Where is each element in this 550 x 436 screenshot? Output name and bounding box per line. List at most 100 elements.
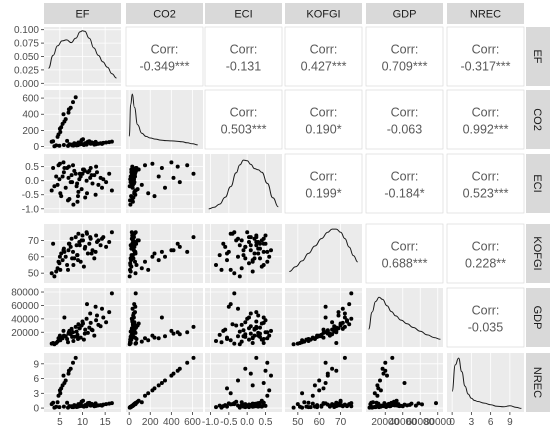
scatter-point (396, 402, 401, 407)
column-label-co2: CO2 (153, 9, 176, 21)
corr-label: Corr: (391, 170, 419, 184)
scatter-point (226, 401, 231, 406)
corr-panel (284, 153, 363, 214)
scatter-point (143, 336, 147, 341)
scatter-point (254, 319, 259, 324)
scatter-point (60, 258, 65, 263)
scatter-point (312, 383, 317, 388)
scatter-point (69, 326, 74, 331)
y-tick-label: 0 (33, 404, 39, 415)
scatter-point (236, 236, 240, 241)
scatter-point (342, 402, 347, 407)
scatter-point (75, 334, 80, 339)
corr-panel (446, 223, 525, 284)
column-strip-kofgi (285, 3, 362, 24)
scatter-point (263, 403, 268, 408)
y-tick-label: 40000 (11, 314, 39, 325)
scatter-point (370, 405, 375, 410)
scatter-point (66, 368, 71, 373)
scatter-point (159, 249, 164, 254)
scatter-point (61, 373, 66, 378)
scatter-point (85, 251, 90, 256)
scatter-point (330, 320, 335, 325)
scatter-point (237, 342, 242, 347)
scatter-point (265, 393, 270, 398)
scatter-point (302, 400, 307, 405)
scatter-point (336, 403, 341, 408)
scatter-point (77, 171, 82, 176)
scatter-point (74, 243, 79, 248)
scatter-point (107, 240, 112, 244)
y-tick-label: 9 (33, 359, 39, 370)
scatter-point (92, 256, 97, 261)
scatter-point (88, 166, 93, 170)
scatter-point (217, 332, 222, 337)
scatter-point (228, 267, 233, 272)
scatter-point (263, 368, 268, 373)
scatter-point (334, 341, 339, 345)
scatter-point (133, 230, 138, 235)
scatter-point (62, 381, 67, 385)
scatter-point (338, 321, 343, 326)
scatter-point (85, 191, 89, 196)
scatter-point (68, 244, 73, 249)
scatter-point (323, 401, 328, 406)
scatter-point (66, 110, 71, 115)
scatter-point (98, 243, 103, 248)
corr-label: Corr: (472, 43, 500, 57)
scatter-point (54, 143, 59, 148)
scatter-point (54, 174, 59, 179)
scatter-point (66, 164, 71, 169)
corr-label: Corr: (472, 106, 500, 120)
scatter-point (133, 188, 138, 193)
scatter-point (334, 368, 339, 373)
y-tick-label: 60 (28, 252, 40, 263)
scatter-point (70, 256, 75, 261)
scatter-point (265, 360, 270, 365)
corr-value: -0.317*** (460, 60, 510, 74)
scatter-point (250, 383, 255, 388)
y-tick-label: 400 (22, 110, 39, 121)
scatter-point (146, 191, 151, 196)
x-tick-label: 0 (449, 417, 455, 428)
scatter-point (70, 143, 75, 148)
corr-panel (284, 26, 363, 87)
scatter-point (131, 311, 136, 316)
scatter-point (252, 251, 257, 256)
corr-value: 0.503*** (221, 123, 267, 137)
scatter-point (146, 391, 151, 396)
x-tick-label: 20000 (371, 417, 399, 428)
scatter-point (107, 171, 112, 176)
scatter-point (101, 315, 106, 320)
scatter-point (261, 341, 266, 345)
scatter-point (175, 330, 180, 335)
scatter-point (84, 178, 89, 183)
scatter-point (51, 400, 56, 405)
corr-label: Corr: (472, 170, 500, 184)
scatter-point (317, 378, 322, 383)
scatter-point (349, 316, 354, 321)
scatter-point (261, 400, 266, 405)
plot-panel (126, 154, 203, 213)
column-strip-co2 (126, 3, 203, 24)
scatter-point (191, 171, 196, 176)
scatter-point (291, 405, 296, 410)
scatter-point (258, 256, 262, 261)
scatter-point (323, 381, 328, 385)
scatter-point (263, 330, 268, 335)
x-tick-label: 0.0 (240, 417, 254, 428)
scatter-point (61, 160, 66, 165)
scatter-point (258, 331, 262, 336)
scatter-point (347, 302, 352, 307)
scatter-point (101, 177, 106, 182)
scatter-point (75, 181, 80, 186)
scatter-point (261, 241, 266, 246)
scatter-point (73, 355, 78, 360)
scatter-point (61, 112, 66, 117)
scatter-point (85, 231, 89, 236)
x-tick-label: 60 (314, 417, 326, 428)
scatter-point (232, 291, 237, 296)
scatter-point (63, 185, 68, 190)
scatter-point (94, 233, 99, 238)
scatter-point (57, 388, 62, 393)
